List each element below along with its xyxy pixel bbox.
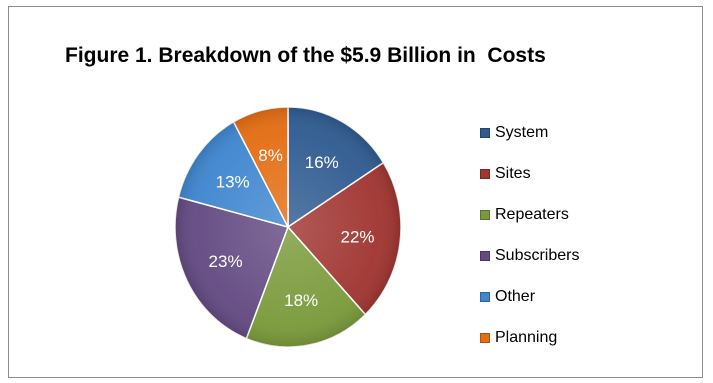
legend-label: Subscribers [495,246,580,264]
chart-legend: System Sites Repeaters Subscribers Other Plan… [480,112,579,358]
legend-item-subscribers: Subscribers [480,235,579,276]
legend-label: System [495,123,549,141]
slice-label-other: 13% [216,172,250,191]
chart-title: Figure 1. Breakdown of the $5.9 Billion … [65,44,546,67]
slice-label-subscribers: 23% [209,252,243,271]
slice-label-planning: 8% [258,146,283,165]
legend-label: Planning [495,328,558,346]
legend-item-sites: Sites [480,153,579,194]
legend-label: Other [495,287,536,305]
legend-swatch [480,127,490,138]
legend-swatch [480,250,490,261]
legend-item-repeaters: Repeaters [480,194,579,235]
legend-item-other: Other [480,276,579,317]
slice-label-repeaters: 18% [284,291,318,310]
legend-item-planning: Planning [480,317,579,358]
slice-label-system: 16% [305,153,339,172]
legend-label: Repeaters [495,205,569,223]
legend-swatch [480,332,490,343]
slice-label-sites: 22% [340,227,374,246]
legend-item-system: System [480,112,579,153]
legend-swatch [480,168,490,179]
legend-label: Sites [495,164,531,182]
legend-swatch [480,291,490,302]
legend-swatch [480,209,490,220]
